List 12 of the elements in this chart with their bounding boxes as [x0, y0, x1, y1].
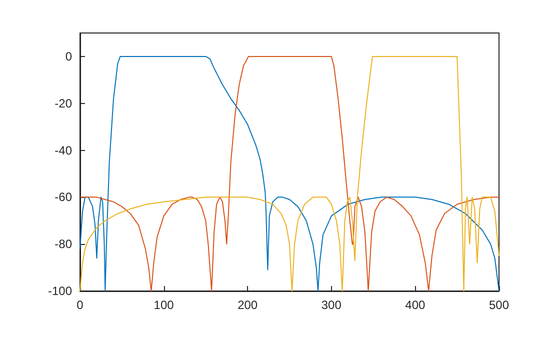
y-tick-label: -40 — [54, 143, 72, 158]
y-tick-label: -100 — [48, 284, 72, 298]
y-tick-label: -60 — [54, 190, 72, 204]
x-tick-label: 0 — [76, 298, 84, 312]
x-tick-label: 300 — [321, 298, 342, 312]
y-tick-label: -20 — [54, 96, 72, 110]
x-tick-label: 200 — [238, 298, 258, 312]
x-tick-label: 500 — [488, 298, 510, 312]
x-tick-label: 400 — [405, 298, 426, 312]
y-tick-label: 0 — [65, 49, 72, 64]
x-tick-label: 100 — [154, 298, 174, 312]
y-tick-label: -80 — [54, 237, 72, 252]
